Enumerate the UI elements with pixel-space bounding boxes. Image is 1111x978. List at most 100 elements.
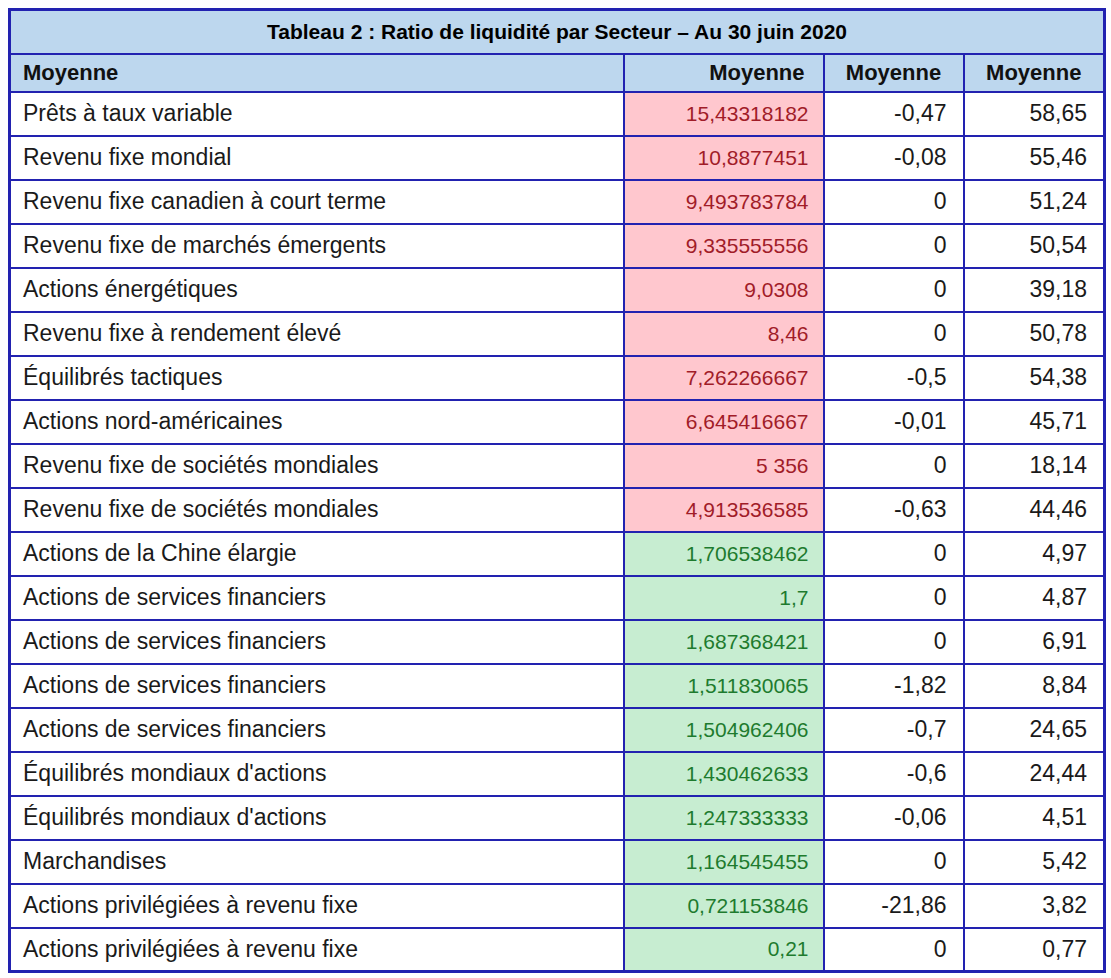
sector-label: Actions de services financiers xyxy=(10,708,624,752)
table-row: Actions privilégiées à revenu fixe0,2100… xyxy=(10,928,1105,972)
table-title: Tableau 2 : Ratio de liquidité par Secte… xyxy=(10,10,1105,54)
value-cell: 4,51 xyxy=(964,796,1105,840)
sector-label: Actions privilégiées à revenu fixe xyxy=(10,928,624,972)
ratio-cell-bad: 9,0308 xyxy=(624,268,824,312)
delta-cell: -0,7 xyxy=(824,708,964,752)
table-row: Équilibrés mondiaux d'actions1,430462633… xyxy=(10,752,1105,796)
sector-label: Revenu fixe de marchés émergents xyxy=(10,224,624,268)
value-cell: 6,91 xyxy=(964,620,1105,664)
sector-label: Prêts à taux variable xyxy=(10,92,624,136)
table-row: Revenu fixe canadien à court terme9,4937… xyxy=(10,180,1105,224)
ratio-cell-good: 0,721153846 xyxy=(624,884,824,928)
sector-label: Actions de services financiers xyxy=(10,664,624,708)
delta-cell: -0,63 xyxy=(824,488,964,532)
value-cell: 45,71 xyxy=(964,400,1105,444)
value-cell: 58,65 xyxy=(964,92,1105,136)
value-cell: 0,77 xyxy=(964,928,1105,972)
delta-cell: 0 xyxy=(824,532,964,576)
sector-label: Marchandises xyxy=(10,840,624,884)
table-row: Marchandises1,16454545505,42 xyxy=(10,840,1105,884)
table-row: Équilibrés tactiques7,262266667-0,554,38 xyxy=(10,356,1105,400)
table-row: Équilibrés mondiaux d'actions1,247333333… xyxy=(10,796,1105,840)
table-row: Actions de services financiers1,68736842… xyxy=(10,620,1105,664)
delta-cell: 0 xyxy=(824,180,964,224)
sector-label: Revenu fixe mondial xyxy=(10,136,624,180)
page: Tableau 2 : Ratio de liquidité par Secte… xyxy=(0,0,1111,973)
sector-label: Actions privilégiées à revenu fixe xyxy=(10,884,624,928)
value-cell: 18,14 xyxy=(964,444,1105,488)
delta-cell: -0,08 xyxy=(824,136,964,180)
value-cell: 44,46 xyxy=(964,488,1105,532)
sector-label: Revenu fixe à rendement élevé xyxy=(10,312,624,356)
sector-label: Actions de services financiers xyxy=(10,576,624,620)
sector-label: Équilibrés mondiaux d'actions xyxy=(10,752,624,796)
header-row: MoyenneMoyenneMoyenneMoyenne xyxy=(10,54,1105,92)
value-cell: 39,18 xyxy=(964,268,1105,312)
table-row: Actions nord-américaines6,645416667-0,01… xyxy=(10,400,1105,444)
sector-label: Actions nord-américaines xyxy=(10,400,624,444)
value-cell: 50,78 xyxy=(964,312,1105,356)
table-row: Revenu fixe de sociétés mondiales4,91353… xyxy=(10,488,1105,532)
ratio-cell-bad: 7,262266667 xyxy=(624,356,824,400)
column-header-1: Moyenne xyxy=(624,54,824,92)
delta-cell: -0,06 xyxy=(824,796,964,840)
table-body: Prêts à taux variable15,43318182-0,4758,… xyxy=(10,92,1105,972)
table-row: Actions de services financiers1,704,87 xyxy=(10,576,1105,620)
ratio-cell-good: 1,511830065 xyxy=(624,664,824,708)
ratio-cell-good: 1,164545455 xyxy=(624,840,824,884)
delta-cell: -21,86 xyxy=(824,884,964,928)
column-header-2: Moyenne xyxy=(824,54,964,92)
table-row: Actions énergétiques9,0308039,18 xyxy=(10,268,1105,312)
ratio-cell-bad: 4,913536585 xyxy=(624,488,824,532)
ratio-cell-bad: 15,43318182 xyxy=(624,92,824,136)
sector-label: Revenu fixe canadien à court terme xyxy=(10,180,624,224)
liquidity-ratio-table: Tableau 2 : Ratio de liquidité par Secte… xyxy=(8,8,1106,973)
sector-label: Actions de services financiers xyxy=(10,620,624,664)
ratio-cell-good: 1,247333333 xyxy=(624,796,824,840)
value-cell: 24,65 xyxy=(964,708,1105,752)
value-cell: 4,97 xyxy=(964,532,1105,576)
title-row: Tableau 2 : Ratio de liquidité par Secte… xyxy=(10,10,1105,54)
value-cell: 3,82 xyxy=(964,884,1105,928)
delta-cell: 0 xyxy=(824,928,964,972)
column-header-3: Moyenne xyxy=(964,54,1105,92)
delta-cell: 0 xyxy=(824,268,964,312)
sector-label: Équilibrés tactiques xyxy=(10,356,624,400)
sector-label: Actions de la Chine élargie xyxy=(10,532,624,576)
delta-cell: 0 xyxy=(824,224,964,268)
table-row: Revenu fixe à rendement élevé8,46050,78 xyxy=(10,312,1105,356)
delta-cell: -1,82 xyxy=(824,664,964,708)
value-cell: 51,24 xyxy=(964,180,1105,224)
sector-label: Équilibrés mondiaux d'actions xyxy=(10,796,624,840)
ratio-cell-bad: 5 356 xyxy=(624,444,824,488)
ratio-cell-bad: 6,645416667 xyxy=(624,400,824,444)
sector-label: Revenu fixe de sociétés mondiales xyxy=(10,488,624,532)
ratio-cell-good: 1,7 xyxy=(624,576,824,620)
delta-cell: -0,01 xyxy=(824,400,964,444)
value-cell: 24,44 xyxy=(964,752,1105,796)
table-row: Actions de la Chine élargie1,70653846204… xyxy=(10,532,1105,576)
value-cell: 5,42 xyxy=(964,840,1105,884)
delta-cell: 0 xyxy=(824,444,964,488)
ratio-cell-bad: 9,493783784 xyxy=(624,180,824,224)
value-cell: 55,46 xyxy=(964,136,1105,180)
delta-cell: 0 xyxy=(824,576,964,620)
delta-cell: 0 xyxy=(824,312,964,356)
ratio-cell-bad: 10,8877451 xyxy=(624,136,824,180)
table-row: Actions privilégiées à revenu fixe0,7211… xyxy=(10,884,1105,928)
delta-cell: -0,5 xyxy=(824,356,964,400)
table-row: Revenu fixe de marchés émergents9,335555… xyxy=(10,224,1105,268)
table-row: Actions de services financiers1,50496240… xyxy=(10,708,1105,752)
ratio-cell-good: 1,706538462 xyxy=(624,532,824,576)
table-row: Revenu fixe de sociétés mondiales5 35601… xyxy=(10,444,1105,488)
ratio-cell-good: 1,504962406 xyxy=(624,708,824,752)
table-row: Actions de services financiers1,51183006… xyxy=(10,664,1105,708)
value-cell: 50,54 xyxy=(964,224,1105,268)
delta-cell: -0,6 xyxy=(824,752,964,796)
ratio-cell-good: 0,21 xyxy=(624,928,824,972)
ratio-cell-bad: 9,335555556 xyxy=(624,224,824,268)
delta-cell: -0,47 xyxy=(824,92,964,136)
sector-label: Revenu fixe de sociétés mondiales xyxy=(10,444,624,488)
table-row: Revenu fixe mondial10,8877451-0,0855,46 xyxy=(10,136,1105,180)
column-header-0: Moyenne xyxy=(10,54,624,92)
